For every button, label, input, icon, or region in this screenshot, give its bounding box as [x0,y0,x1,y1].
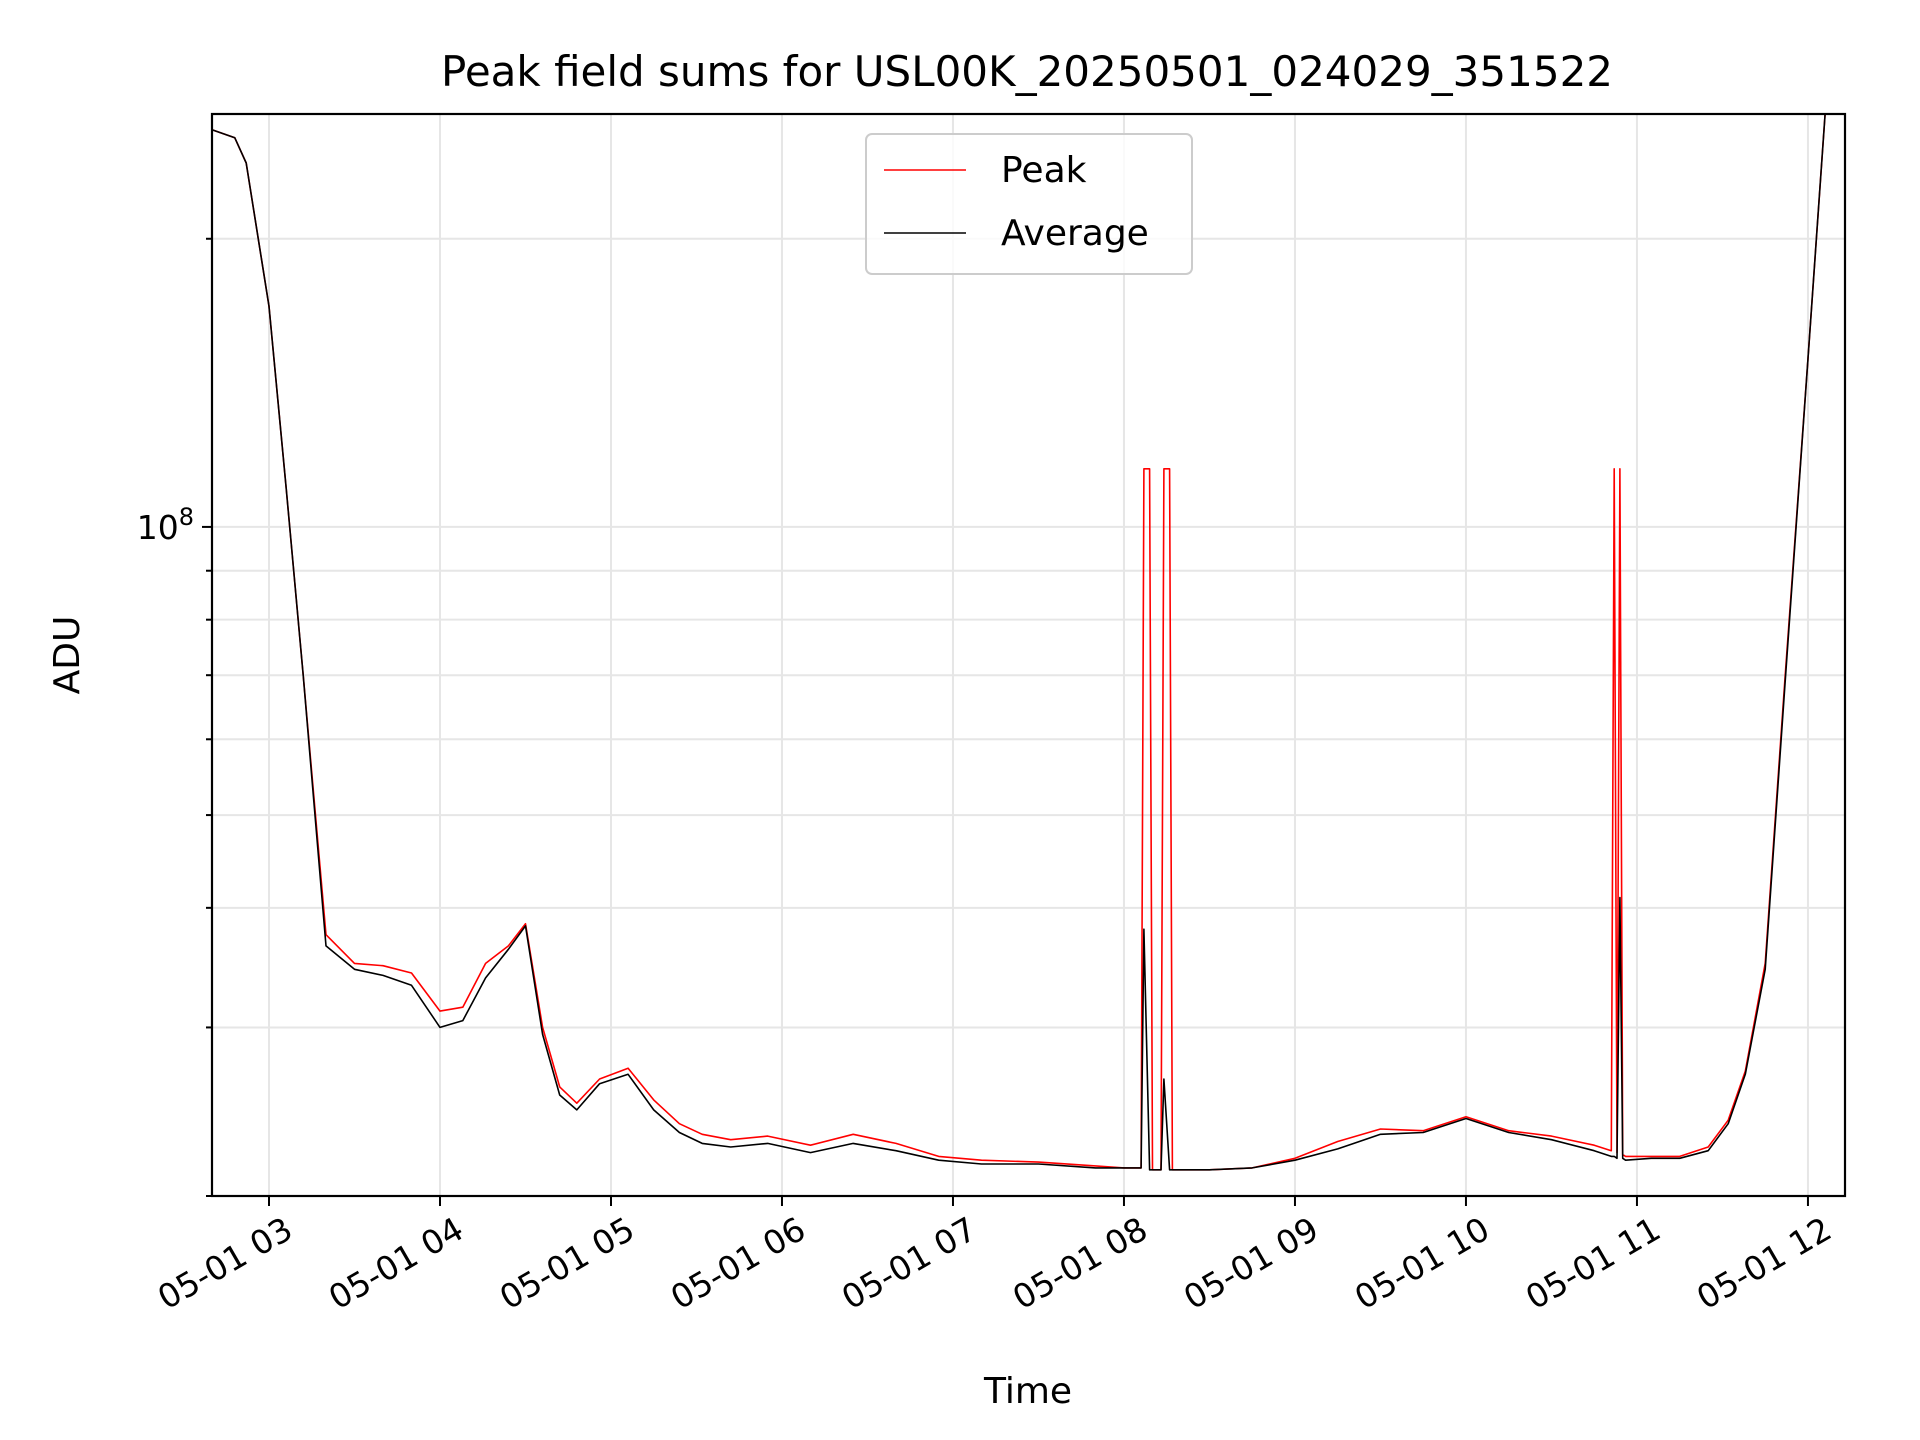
x-tick-label: 05-01 12 [1690,1209,1838,1317]
x-tick-label: 05-01 07 [835,1209,983,1317]
x-tick-label: 05-01 09 [1177,1209,1325,1317]
x-tick-label: 05-01 11 [1519,1209,1667,1317]
x-tick-label: 05-01 06 [664,1209,812,1317]
y-axis: 108 [137,237,212,1197]
y-tick-label: 108 [137,503,194,547]
plot-frame [210,112,1847,1198]
x-tick-label: 05-01 10 [1348,1209,1496,1317]
chart-title: Peak field sums for USL00K_20250501_0240… [441,47,1613,96]
x-axis: 05-01 03 05-01 04 05-01 05 05-01 06 05-01 07… [151,1196,1838,1317]
x-tick-label: 05-01 08 [1006,1209,1154,1317]
legend-label-peak: Peak [1001,150,1087,191]
x-tick-label: 05-01 04 [322,1209,470,1317]
series-layer [211,113,1826,1171]
legend: Peak Average [865,133,1193,275]
x-axis-label: Time [983,1371,1072,1412]
x-tick-label: 05-01 05 [493,1209,641,1317]
y-axis-label: ADU [47,616,88,695]
x-tick-label: 05-01 03 [151,1209,299,1317]
series-line-average [211,113,1826,1171]
legend-box [865,133,1193,275]
legend-label-average: Average [1001,213,1149,254]
grid [212,114,1845,1197]
